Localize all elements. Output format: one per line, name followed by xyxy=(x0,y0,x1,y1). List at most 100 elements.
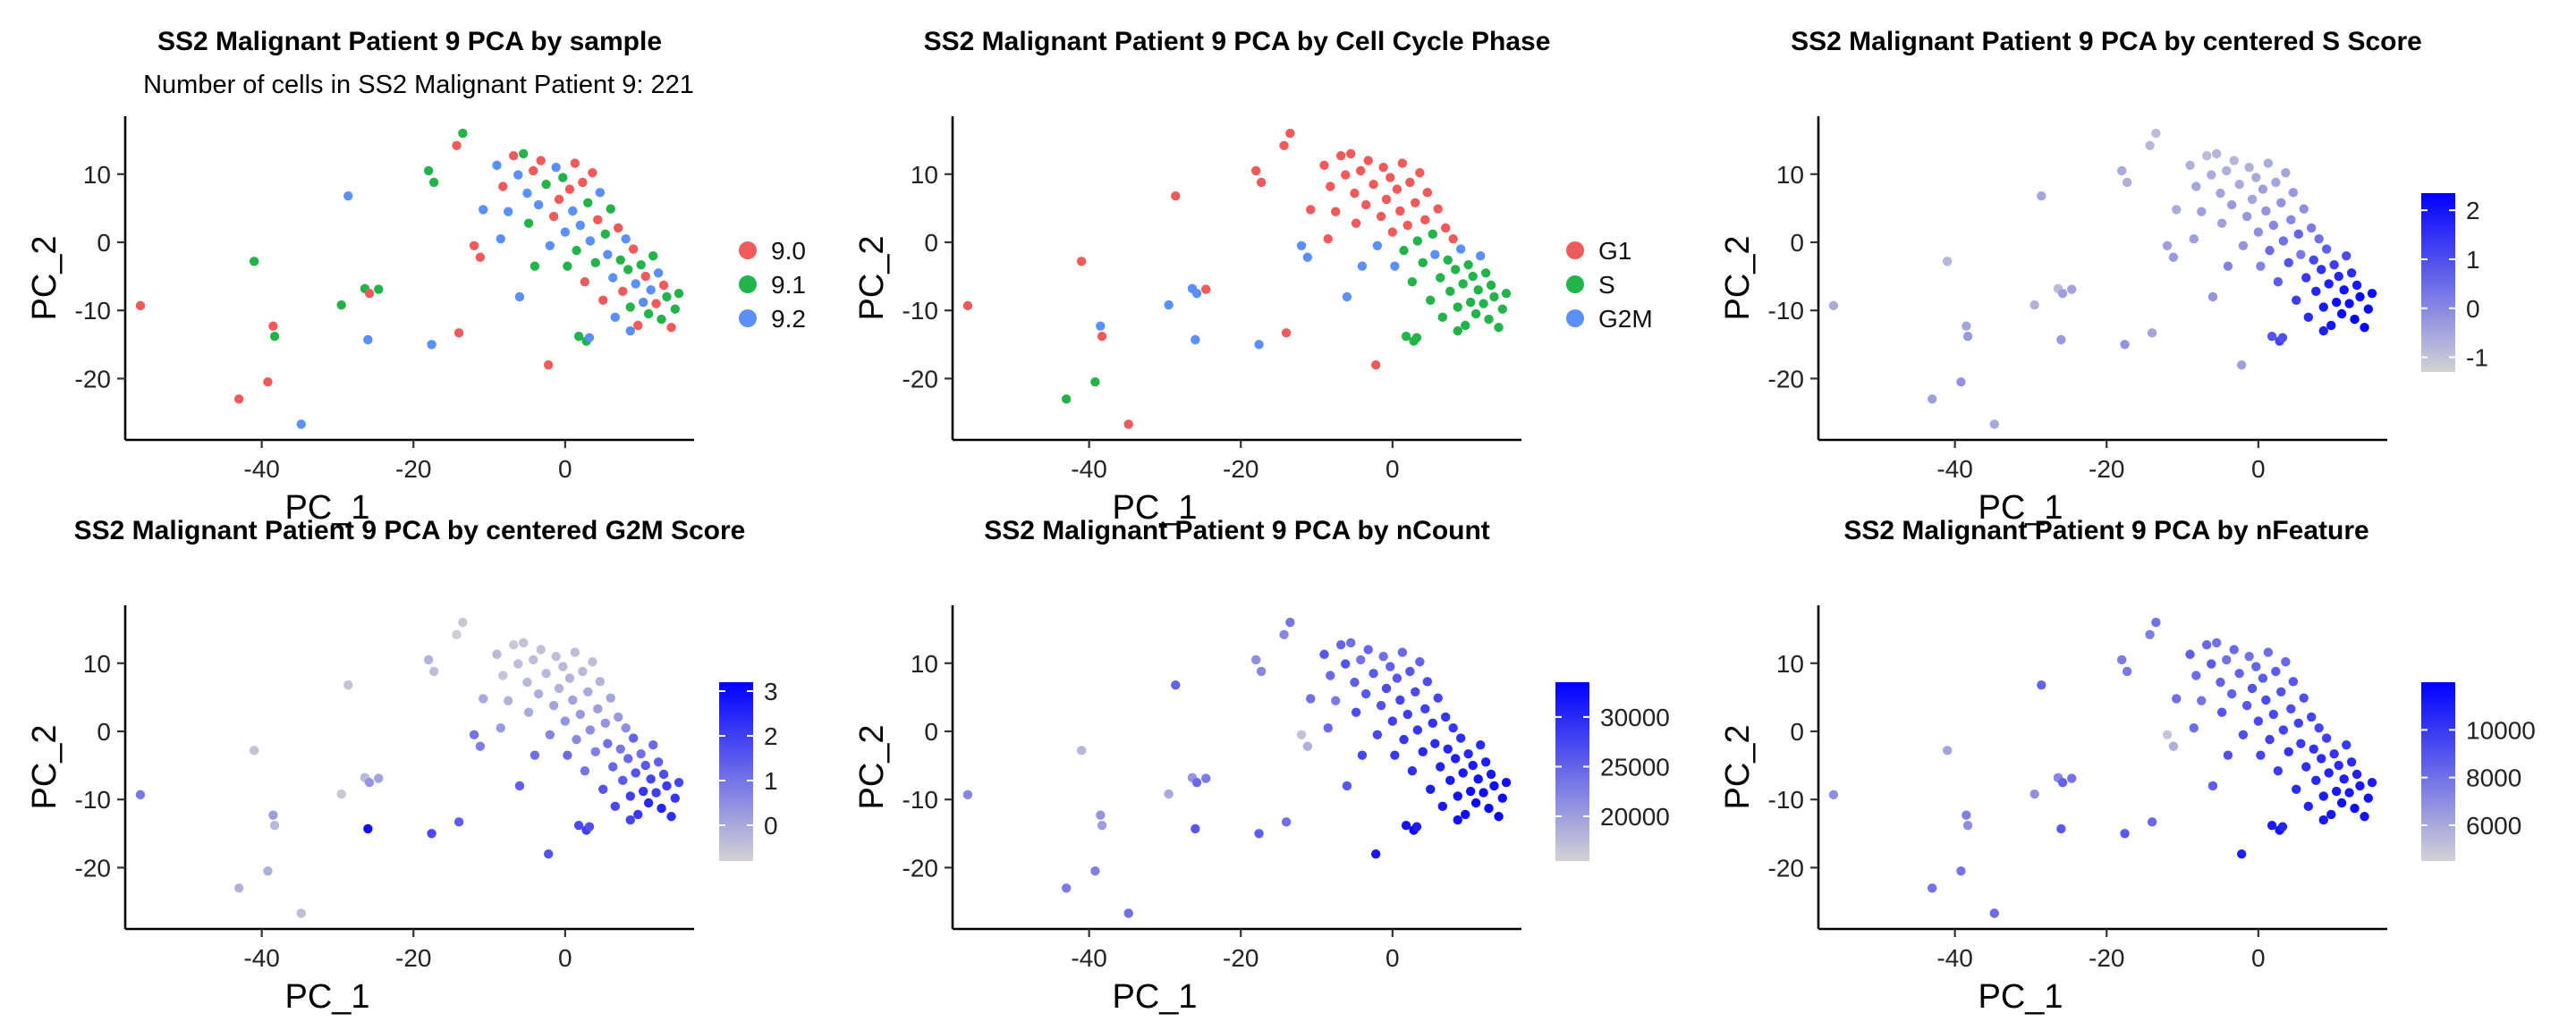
x-axis-title: PC_1 xyxy=(1978,489,2063,527)
data-point xyxy=(657,803,666,814)
data-point xyxy=(1254,829,1264,839)
data-point xyxy=(513,170,523,180)
data-point xyxy=(2346,268,2357,278)
data-point xyxy=(2263,647,2274,657)
data-point xyxy=(249,746,259,756)
data-point xyxy=(614,223,623,233)
data-point xyxy=(640,760,650,771)
data-point xyxy=(648,251,658,261)
data-point xyxy=(1401,331,1411,342)
data-point xyxy=(1489,781,1499,791)
data-point xyxy=(1989,908,1999,918)
data-point xyxy=(1302,741,1313,751)
data-point xyxy=(545,730,555,739)
data-point xyxy=(2350,803,2360,814)
data-point xyxy=(1392,184,1402,194)
data-point xyxy=(2288,188,2299,198)
data-point xyxy=(514,781,525,791)
panel-title: SS2 Malignant Patient 9 PCA by Cell Cycl… xyxy=(924,27,1551,56)
data-point xyxy=(364,777,375,788)
data-point xyxy=(2318,325,2328,336)
data-point xyxy=(1479,788,1488,798)
data-point xyxy=(1191,823,1200,834)
data-point xyxy=(1453,791,1462,801)
y-tick-label: -10 xyxy=(75,786,111,814)
data-point xyxy=(2271,177,2281,188)
data-point xyxy=(2234,669,2244,679)
data-point xyxy=(2276,198,2286,207)
data-point xyxy=(2318,791,2328,801)
data-point xyxy=(2236,848,2247,859)
data-point xyxy=(573,820,584,831)
data-point xyxy=(364,288,375,299)
data-point xyxy=(1420,215,1430,225)
data-point xyxy=(343,190,353,201)
data-point xyxy=(593,215,603,225)
colorbar-label: 6000 xyxy=(2466,812,2521,840)
data-point xyxy=(424,654,434,665)
data-point xyxy=(1441,712,1451,722)
data-point xyxy=(1415,168,1425,178)
data-point xyxy=(1351,707,1361,717)
data-point xyxy=(2324,279,2334,289)
data-point xyxy=(2363,304,2373,314)
data-point xyxy=(1411,822,1422,832)
data-point xyxy=(249,257,259,266)
data-point xyxy=(1448,722,1458,733)
data-point xyxy=(2265,245,2275,256)
x-axis-title: PC_1 xyxy=(284,489,369,527)
data-point xyxy=(615,255,625,266)
data-point xyxy=(1331,207,1341,216)
data-point xyxy=(268,810,278,820)
data-point xyxy=(1357,750,1368,760)
data-point xyxy=(269,820,280,831)
x-tick-label: -20 xyxy=(1223,455,1258,483)
data-point xyxy=(1461,320,1470,331)
data-point xyxy=(2185,160,2195,171)
data-point xyxy=(424,165,434,176)
y-tick-label: 0 xyxy=(1790,718,1804,746)
data-point xyxy=(558,662,568,671)
data-point xyxy=(628,244,639,254)
x-tick-label: -40 xyxy=(1936,944,1972,972)
point-layer xyxy=(135,128,684,429)
data-point xyxy=(1480,757,1491,767)
data-point xyxy=(1436,273,1445,283)
data-point xyxy=(1430,249,1440,259)
data-point xyxy=(523,707,534,717)
data-point xyxy=(1436,762,1445,772)
data-point xyxy=(2299,204,2309,214)
data-point xyxy=(638,297,648,308)
data-point xyxy=(618,775,628,786)
panel-title: SS2 Malignant Patient 9 PCA by centered … xyxy=(1791,27,2422,56)
data-point xyxy=(2197,207,2207,216)
legend-swatch xyxy=(1566,309,1584,327)
data-point xyxy=(2286,704,2296,714)
data-point xyxy=(458,128,468,139)
panel-6: SS2 Malignant Patient 9 PCA by nFeature -… xyxy=(1719,516,2536,1016)
data-point xyxy=(554,683,564,694)
data-point xyxy=(2339,285,2349,295)
data-point xyxy=(2117,165,2127,176)
data-point xyxy=(234,394,244,404)
data-point xyxy=(570,158,580,168)
data-point xyxy=(551,162,561,173)
data-point xyxy=(1123,419,1133,429)
data-point xyxy=(1484,803,1494,814)
panel-title: SS2 Malignant Patient 9 PCA by centered … xyxy=(74,516,746,545)
data-point xyxy=(1443,744,1453,755)
data-point xyxy=(263,866,273,876)
data-point xyxy=(514,291,525,302)
data-point xyxy=(573,331,584,342)
data-point xyxy=(1097,331,1107,342)
data-point xyxy=(1097,820,1107,831)
data-point xyxy=(1399,734,1409,745)
data-point xyxy=(962,789,973,800)
x-tick-label: -40 xyxy=(243,455,279,483)
data-point xyxy=(2301,762,2311,772)
data-point xyxy=(1411,198,1420,207)
data-point xyxy=(2360,323,2369,333)
data-point xyxy=(962,300,973,311)
legend-swatch xyxy=(1566,241,1584,259)
data-point xyxy=(1191,777,1202,788)
